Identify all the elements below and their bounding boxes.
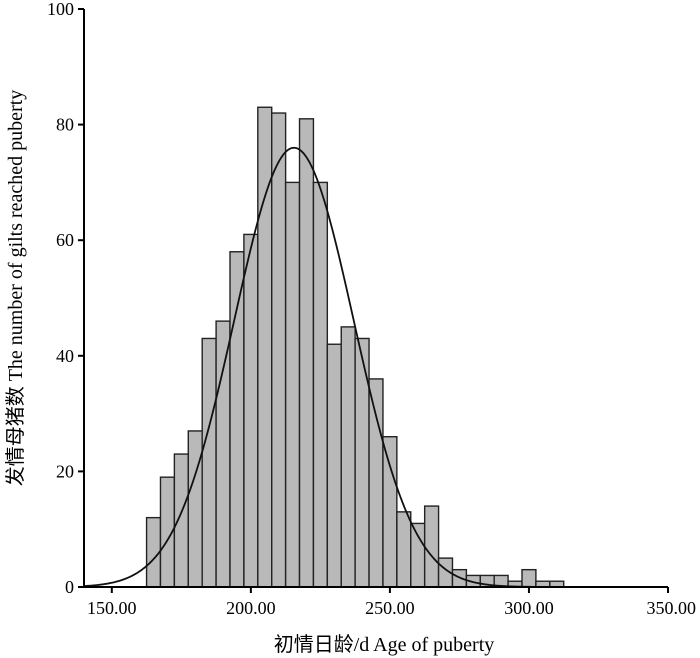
histogram-bar-20 [423, 505, 440, 588]
histogram-bar-16 [368, 378, 384, 588]
histogram-bar-13 [326, 343, 342, 588]
histogram-bar-4 [201, 337, 217, 588]
histogram-bar-19 [410, 522, 426, 588]
histogram-bar-5 [215, 320, 231, 588]
y-tick-label-0: 0 [65, 577, 74, 597]
y-tick-label-4: 80 [56, 115, 74, 135]
histogram-bar-14 [340, 326, 356, 588]
histogram-bar-9 [271, 112, 287, 588]
histogram-bar-8 [257, 106, 273, 588]
x-tick-label-3: 300.00 [504, 598, 554, 618]
x-tick-label-0: 150.00 [87, 598, 137, 618]
histogram-bars [145, 106, 565, 588]
axes [78, 8, 669, 593]
y-tick-label-2: 40 [56, 346, 74, 366]
histogram-bar-7 [243, 233, 259, 588]
tick-labels: 0 20 40 60 80 100 150.00 200.00 250.00 300.00 350.… [47, 0, 696, 618]
histogram-bar-10 [284, 181, 301, 588]
histogram-bar-6 [229, 251, 245, 588]
histogram-bar-17 [382, 436, 398, 588]
x-tick-label-2: 250.00 [365, 598, 415, 618]
histogram-bar-2 [173, 453, 189, 588]
histogram-bar-3 [187, 430, 203, 588]
x-tick-label-1: 200.00 [226, 598, 276, 618]
y-tick-label-5: 100 [47, 0, 74, 19]
y-axis-title: 发情母猪数 The number of gilts reached pubert… [4, 90, 27, 487]
histogram-bar-11 [298, 118, 315, 588]
x-tick-label-4: 350.00 [647, 598, 697, 618]
histogram-bar-18 [396, 511, 412, 588]
histogram-bar-27 [521, 568, 537, 588]
x-axis-title: 初情日龄/d Age of puberty [274, 633, 495, 656]
y-tick-label-1: 20 [56, 461, 74, 481]
y-tick-label-3: 60 [56, 230, 74, 250]
histogram-bar-12 [312, 181, 329, 588]
